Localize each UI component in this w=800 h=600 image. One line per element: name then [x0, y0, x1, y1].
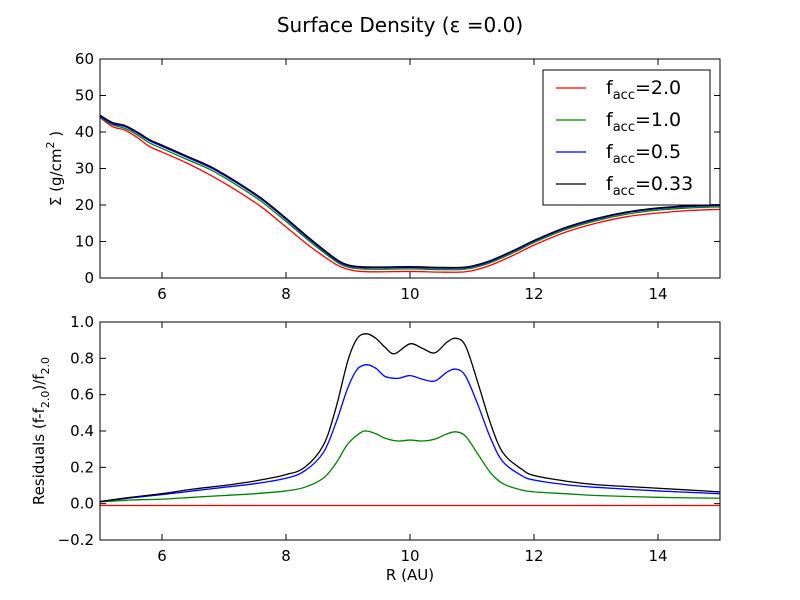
- legend-label: facc=1.0: [606, 109, 681, 135]
- bottom-y-axis-label: Residuals (f-f2.0)/f2.0: [30, 357, 52, 505]
- top-y-tick-label: 60: [75, 50, 94, 68]
- top-y-tick-label: 10: [75, 233, 94, 251]
- bottom-x-tick-label: 6: [157, 547, 167, 565]
- bottom-y-tick-label: 1.0: [70, 313, 94, 331]
- bottom-x-tick-label: 14: [648, 547, 667, 565]
- figure-title: Surface Density (ε =0.0): [277, 13, 523, 37]
- top-x-tick-label: 14: [648, 285, 667, 303]
- bottom-panel: 6 8 10 12 14 −0.2 0.0 0.2 0.4 0.6 0.8 1.0 Residuals…: [30, 313, 721, 584]
- top-series-line: [100, 116, 720, 271]
- bottom-y-tick-label: −0.2: [58, 531, 94, 549]
- top-axis-ticks: 6 8 10 12 14 0 10 20 30 40 50 60: [75, 50, 720, 303]
- bottom-y-tick-label: 0.2: [70, 458, 94, 476]
- top-y-tick-label: 30: [75, 160, 94, 178]
- top-y-tick-label: 50: [75, 87, 94, 105]
- legend: facc=2.0 facc=1.0 facc=0.5 facc=0.33: [542, 69, 711, 206]
- top-y-axis-label: Σ (g/cm2 ): [44, 131, 65, 206]
- bottom-series-line: [100, 333, 720, 503]
- bottom-y-tick-label: 0.6: [70, 386, 94, 404]
- bottom-x-axis-label: R (AU): [386, 566, 434, 584]
- top-series-line: [100, 115, 720, 269]
- top-series-group: [100, 114, 720, 273]
- top-plot-frame: [99, 58, 721, 279]
- legend-label: facc=0.5: [606, 141, 681, 167]
- top-panel: 6 8 10 12 14 0 10 20 30 40 50 60 Σ (g/cm2 ) facc=2.…: [44, 50, 721, 303]
- bottom-series-line: [100, 430, 720, 503]
- top-x-tick-label: 10: [400, 285, 419, 303]
- bottom-series-group: [100, 333, 720, 507]
- top-x-tick-label: 12: [524, 285, 543, 303]
- bottom-x-tick-label: 12: [524, 547, 543, 565]
- legend-box: [542, 69, 711, 206]
- bottom-y-tick-label: 0.0: [70, 495, 94, 513]
- bottom-x-tick-label: 8: [281, 547, 291, 565]
- bottom-x-tick-label: 10: [400, 547, 419, 565]
- legend-label: facc=0.33: [606, 173, 693, 199]
- legend-label: facc=2.0: [606, 77, 681, 103]
- top-series-line: [100, 114, 720, 269]
- bottom-y-tick-label: 0.4: [70, 422, 94, 440]
- top-x-tick-label: 8: [281, 285, 291, 303]
- top-y-tick-label: 20: [75, 196, 94, 214]
- bottom-series-line: [100, 364, 720, 503]
- top-y-tick-label: 0: [84, 269, 94, 287]
- top-series-line: [100, 116, 720, 273]
- bottom-axis-ticks: 6 8 10 12 14 −0.2 0.0 0.2 0.4 0.6 0.8 1.0: [58, 313, 720, 565]
- bottom-plot-frame: [99, 321, 721, 541]
- top-x-tick-label: 6: [157, 285, 167, 303]
- bottom-y-tick-label: 0.8: [70, 349, 94, 367]
- top-y-tick-label: 40: [75, 123, 94, 141]
